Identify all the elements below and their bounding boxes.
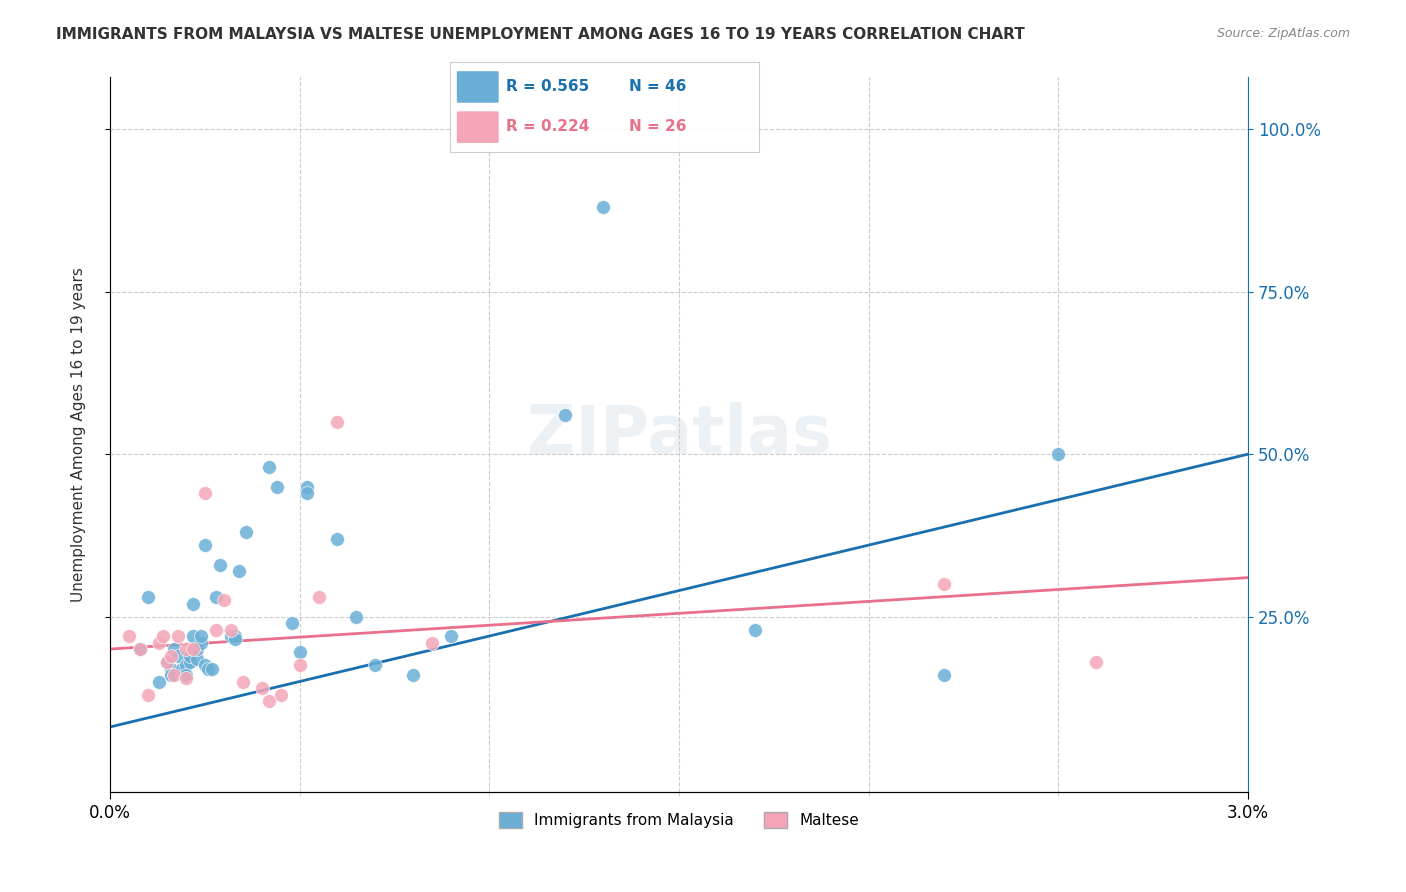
Point (934, 577, 956, 591)
Point (219, 629, 242, 643)
Point (592, 200, 614, 214)
Point (197, 661, 219, 675)
FancyBboxPatch shape (456, 111, 499, 144)
Point (346, 609, 368, 624)
Point (163, 642, 186, 657)
Point (295, 486, 318, 500)
Point (364, 658, 387, 673)
Point (295, 480, 318, 494)
Point (174, 642, 197, 657)
Point (181, 597, 204, 611)
Point (190, 629, 212, 643)
Point (136, 688, 159, 702)
Point (190, 635, 212, 649)
Point (208, 558, 231, 572)
Point (179, 648, 201, 663)
Point (554, 408, 576, 422)
Point (194, 658, 217, 673)
FancyBboxPatch shape (456, 70, 499, 103)
Point (159, 668, 181, 682)
Point (148, 674, 170, 689)
Point (257, 460, 280, 475)
Point (270, 688, 292, 702)
Point (205, 590, 228, 604)
Point (159, 648, 181, 663)
Point (174, 671, 197, 685)
Point (257, 694, 280, 708)
Point (440, 629, 463, 643)
Point (1085, 655, 1108, 669)
Point (326, 415, 349, 429)
Point (934, 668, 956, 682)
Point (288, 645, 311, 659)
Point (181, 642, 204, 657)
Point (156, 655, 179, 669)
Point (181, 629, 204, 643)
Point (174, 668, 197, 682)
Point (420, 635, 443, 649)
Text: N = 46: N = 46 (630, 79, 686, 94)
Point (1047, 447, 1070, 461)
Text: Source: ZipAtlas.com: Source: ZipAtlas.com (1216, 27, 1350, 40)
Text: ZIPatlas: ZIPatlas (527, 401, 831, 467)
Point (224, 629, 246, 643)
Point (174, 658, 197, 673)
Point (152, 629, 174, 643)
Point (228, 564, 250, 578)
Y-axis label: Unemployment Among Ages 16 to 19 years: Unemployment Among Ages 16 to 19 years (72, 268, 86, 602)
Point (250, 681, 273, 695)
Point (170, 661, 193, 675)
Point (159, 661, 181, 675)
Text: R = 0.565: R = 0.565 (506, 79, 589, 94)
Point (129, 642, 152, 657)
Point (201, 661, 224, 675)
Point (129, 642, 152, 657)
Point (326, 532, 349, 546)
Point (224, 632, 246, 647)
Point (205, 623, 228, 637)
Point (308, 590, 330, 604)
Point (266, 480, 288, 494)
Point (744, 623, 766, 637)
Point (212, 593, 235, 607)
Point (167, 629, 190, 643)
Point (118, 629, 141, 643)
Text: IMMIGRANTS FROM MALAYSIA VS MALTESE UNEMPLOYMENT AMONG AGES 16 TO 19 YEARS CORRE: IMMIGRANTS FROM MALAYSIA VS MALTESE UNEM… (56, 27, 1025, 42)
Point (156, 655, 179, 669)
Point (288, 658, 311, 673)
Point (179, 655, 201, 669)
Point (235, 525, 257, 540)
Point (136, 590, 159, 604)
Point (194, 538, 217, 552)
Point (219, 623, 242, 637)
Point (186, 652, 208, 666)
Point (281, 616, 304, 631)
Point (167, 648, 190, 663)
Legend: Immigrants from Malaysia, Maltese: Immigrants from Malaysia, Maltese (492, 806, 865, 834)
Point (186, 642, 208, 657)
Text: R = 0.224: R = 0.224 (506, 120, 589, 134)
Point (148, 635, 170, 649)
Point (163, 668, 186, 682)
Point (194, 486, 217, 500)
Point (402, 668, 425, 682)
Text: N = 26: N = 26 (630, 120, 686, 134)
Point (232, 674, 254, 689)
